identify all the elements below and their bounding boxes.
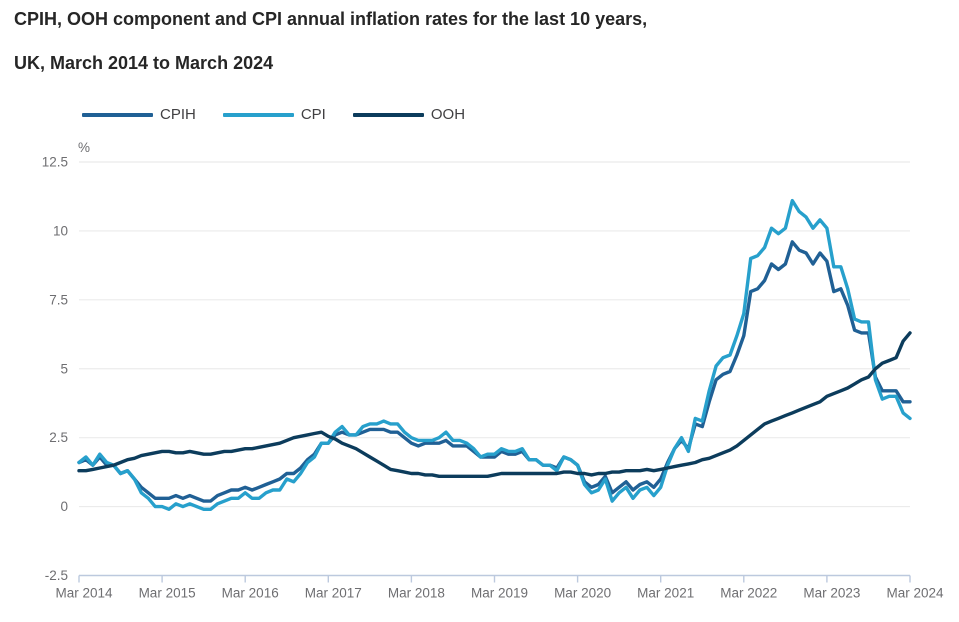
y-axis-unit-label: % (78, 140, 90, 155)
series-line-cpi (77, 198, 912, 511)
x-tick-label: Mar 2021 (637, 586, 694, 601)
x-tick-label: Mar 2024 (886, 586, 944, 601)
y-tick-label: -2.5 (45, 568, 68, 583)
chart-title-line-2: UK, March 2014 to March 2024 (14, 53, 274, 73)
legend-label-cpih: CPIH (160, 106, 196, 123)
x-tick-label: Mar 2016 (222, 586, 279, 601)
legend-swatch-ooh (352, 112, 424, 118)
x-tick-label: Mar 2023 (803, 586, 860, 601)
y-tick-label: 5 (60, 361, 68, 376)
legend-swatch-cpi (222, 112, 294, 118)
y-tick-label: 2.5 (49, 430, 68, 445)
chart-title-line-1: CPIH, OOH component and CPI annual infla… (14, 9, 648, 29)
y-tick-label: 7.5 (49, 292, 68, 307)
series-line-ooh (77, 331, 912, 478)
y-tick-label: 12.5 (42, 155, 68, 170)
legend-label-cpi: CPI (300, 106, 326, 123)
x-tick-label: Mar 2020 (554, 586, 611, 601)
series-line-cpih (77, 240, 912, 503)
legend-item-cpi: CPI (222, 104, 353, 126)
x-tick-label: Mar 2019 (471, 586, 528, 601)
x-tick-label: Mar 2022 (720, 586, 777, 601)
legend: CPIH CPI OOH (82, 104, 492, 126)
x-tick-label: Mar 2018 (388, 586, 445, 601)
legend-item-cpih: CPIH (82, 104, 223, 126)
x-tick-label: Mar 2015 (139, 586, 196, 601)
legend-swatch-cpih (82, 112, 153, 118)
x-tick-label: Mar 2017 (305, 586, 362, 601)
legend-item-ooh: OOH (352, 104, 492, 126)
y-tick-label: 10 (53, 223, 68, 238)
legend-label-ooh: OOH (430, 106, 466, 123)
y-tick-label: 0 (60, 499, 68, 514)
x-tick-label: Mar 2014 (55, 586, 113, 601)
